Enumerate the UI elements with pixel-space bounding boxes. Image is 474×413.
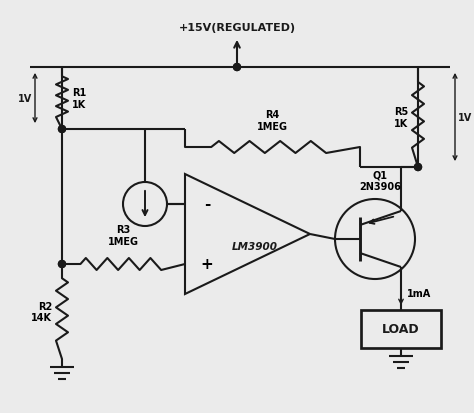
Circle shape [58,261,65,268]
Text: -: - [204,197,210,212]
Text: LOAD: LOAD [382,323,420,336]
Text: 1V: 1V [458,113,472,123]
Text: R1
1K: R1 1K [72,88,86,109]
Text: +: + [201,257,213,272]
Text: R2
14K: R2 14K [31,301,52,323]
Circle shape [234,64,240,71]
Text: Q1
2N3906: Q1 2N3906 [359,170,401,192]
Text: R5
1K: R5 1K [394,107,408,128]
Circle shape [234,64,240,71]
Text: R3
1MEG: R3 1MEG [108,225,139,247]
Circle shape [414,164,421,171]
Circle shape [414,164,421,171]
Circle shape [58,126,65,133]
Text: +15V(REGULATED): +15V(REGULATED) [178,23,296,33]
Text: R4
1MEG: R4 1MEG [257,110,288,132]
Circle shape [58,261,65,268]
FancyBboxPatch shape [361,310,441,348]
Circle shape [58,126,65,133]
Text: 1mA: 1mA [407,289,431,299]
Text: 1V: 1V [18,94,32,104]
Text: LM3900: LM3900 [232,242,278,252]
